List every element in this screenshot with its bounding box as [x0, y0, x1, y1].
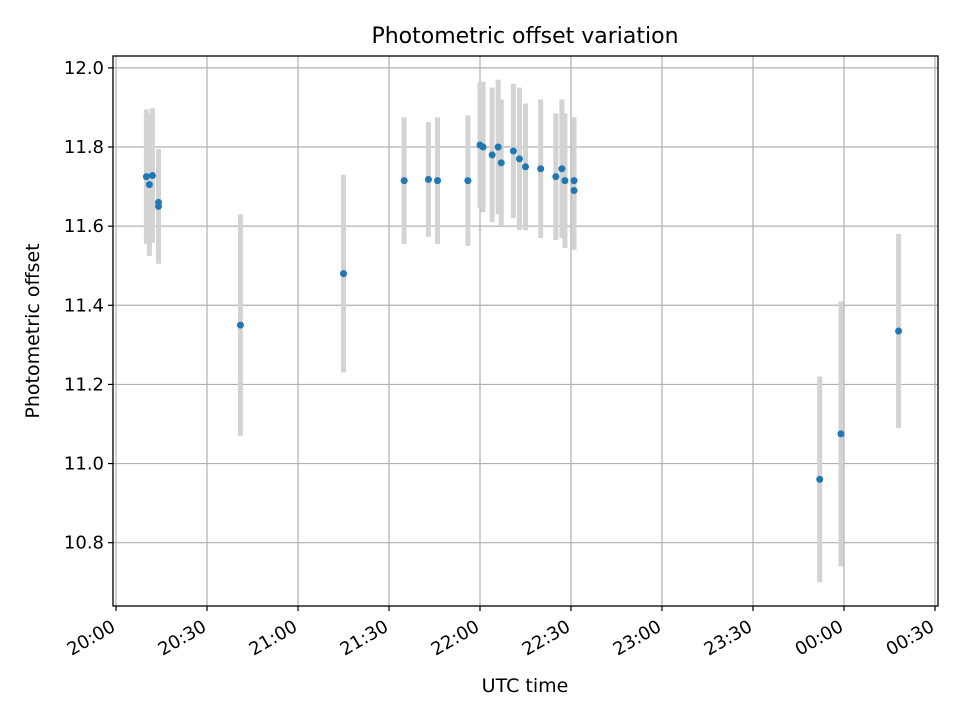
- data-point: [570, 177, 578, 185]
- data-point: [424, 175, 432, 183]
- data-point: [145, 181, 153, 189]
- data-point: [537, 165, 545, 173]
- y-tick-label: 11.8: [64, 137, 104, 158]
- data-point: [148, 171, 156, 179]
- y-tick-label: 11.0: [64, 454, 104, 475]
- data-point: [488, 151, 496, 159]
- y-tick-label: 12.0: [64, 58, 104, 79]
- data-point: [400, 177, 408, 185]
- y-axis-ticks: 10.8 11.0 11.2 11.4 11.6 11.8 12.0: [64, 58, 113, 554]
- data-point: [479, 143, 487, 151]
- data-point: [497, 159, 505, 167]
- data-point: [816, 475, 824, 483]
- data-point: [837, 430, 845, 438]
- x-axis-label: UTC time: [482, 675, 569, 697]
- x-tick-label: 20:30: [155, 616, 210, 660]
- data-point: [236, 321, 244, 329]
- y-tick-label: 10.8: [64, 533, 104, 554]
- x-tick-label: 20:00: [64, 616, 119, 660]
- data-point: [142, 173, 150, 181]
- plot-area-frame: [112, 55, 939, 607]
- data-point: [522, 163, 529, 171]
- x-tick-label: 22:30: [519, 616, 574, 660]
- data-point: [570, 187, 578, 195]
- grid: [113, 56, 938, 606]
- data-point: [494, 143, 502, 151]
- data-point: [154, 202, 162, 210]
- data-point: [561, 177, 569, 185]
- data-point: [558, 165, 566, 173]
- x-tick-label: 22:00: [428, 616, 483, 660]
- data-point: [509, 147, 517, 155]
- chart-title: Photometric offset variation: [371, 24, 678, 49]
- errorbars: [143, 79, 902, 583]
- x-tick-label: 21:30: [337, 616, 392, 660]
- data-point: [552, 173, 560, 181]
- data-points: [142, 141, 903, 483]
- y-tick-label: 11.6: [64, 216, 104, 237]
- x-axis-ticks: 20:00 20:30 21:00 21:30 22:00 22:30 23:00 23:30…: [64, 606, 938, 660]
- x-tick-label: 23:30: [701, 616, 756, 660]
- data-point: [515, 155, 523, 163]
- y-tick-label: 11.4: [64, 295, 104, 316]
- x-tick-label: 00:00: [792, 616, 847, 660]
- data-point: [464, 177, 472, 185]
- data-point: [340, 270, 348, 278]
- y-axis-label: Photometric offset: [22, 243, 44, 418]
- x-tick-label: 21:00: [246, 616, 301, 660]
- x-tick-label: 00:30: [883, 616, 938, 660]
- x-tick-label: 23:00: [610, 616, 665, 660]
- data-point: [434, 177, 442, 185]
- y-tick-label: 11.2: [64, 374, 104, 395]
- data-point: [895, 327, 903, 335]
